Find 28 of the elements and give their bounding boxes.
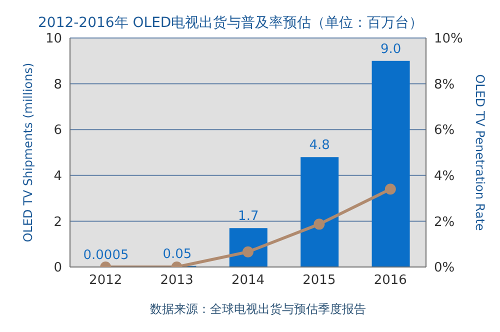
y2-tick-label: 2% (434, 214, 455, 230)
y2-tick-label: 6% (434, 123, 455, 138)
x-tick-label: 2015 (302, 273, 336, 288)
y-tick-label: 6 (54, 123, 62, 138)
y-tick-label: 10 (45, 32, 62, 47)
data-label: 0.0005 (83, 248, 129, 263)
y2-tick-label: 8% (434, 77, 455, 92)
x-tick-label: 2014 (231, 273, 265, 288)
y2-axis-title: OLED TV Penetration Rate (473, 74, 487, 231)
x-tick-label: 2013 (160, 273, 194, 288)
data-label: 1.7 (238, 209, 259, 224)
y2-tick-label: 10% (434, 32, 463, 47)
data-label: 4.8 (309, 138, 330, 154)
y2-tick-label: 4% (434, 169, 455, 184)
chart-title: 2012-2016年 OLED电视出货与普及率预估（单位：百万台） (37, 14, 424, 32)
data-label: 0.05 (162, 246, 192, 262)
y2-tick-label: 0% (434, 260, 455, 276)
y-axis-title: OLED TV Shipments (millions) (21, 62, 35, 242)
y-tick-label: 8 (54, 77, 62, 92)
bar (300, 157, 339, 267)
y-tick-label: 0 (54, 260, 62, 276)
source-note: 数据来源：全球电视出货与预估季度报告 (149, 301, 367, 318)
x-tick-label: 2016 (374, 273, 407, 288)
y-tick-label: 4 (54, 169, 62, 184)
bar (372, 60, 410, 267)
x-tick-label: 2012 (89, 273, 122, 288)
data-label: 9.0 (380, 42, 402, 57)
y-tick-label: 2 (54, 214, 62, 230)
